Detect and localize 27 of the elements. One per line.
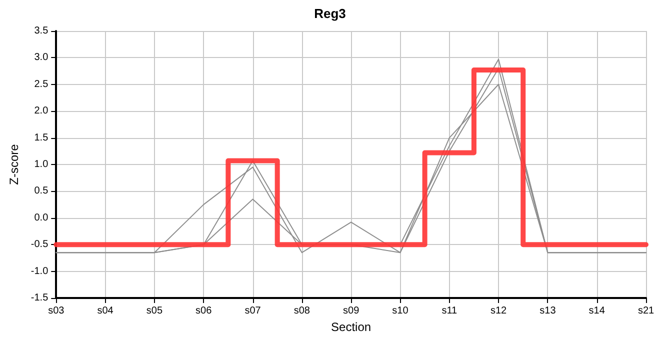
x-tick-label: s09 <box>343 306 360 316</box>
x-tick-label: s06 <box>196 306 212 316</box>
y-tick-label: -1.5 <box>30 292 49 304</box>
x-tick-label: s14 <box>588 306 606 316</box>
y-tick-label: 0.0 <box>34 212 49 224</box>
x-tick-label: s03 <box>48 306 65 316</box>
y-tick-label: 2.5 <box>34 78 49 90</box>
y-tick-label: -0.5 <box>30 239 49 250</box>
y-tick-label: 0.5 <box>34 186 49 197</box>
x-tick-label: s21 <box>638 306 654 316</box>
y-tick-label: 1.5 <box>34 132 49 144</box>
y-tick-label: 3.5 <box>34 26 49 36</box>
y-axis-title: Z-score <box>7 144 21 185</box>
y-tick-label: 2.0 <box>34 106 49 117</box>
x-tick-label: s13 <box>540 306 556 316</box>
x-tick-label: s04 <box>97 306 114 316</box>
x-tick-label: s11 <box>442 306 458 316</box>
x-tick-label: s08 <box>294 306 310 316</box>
x-tick-label: s07 <box>244 306 262 316</box>
chart-title: Reg3 <box>314 6 346 21</box>
x-tick-label: s10 <box>392 306 409 316</box>
x-tick-label: s12 <box>490 306 508 316</box>
y-tick-label: -1.0 <box>30 266 49 277</box>
y-tick-label: 1.0 <box>34 159 49 170</box>
x-axis-title: Section <box>331 320 372 334</box>
y-tick-label: 3.0 <box>34 52 49 64</box>
x-tick-label: s05 <box>146 306 163 316</box>
